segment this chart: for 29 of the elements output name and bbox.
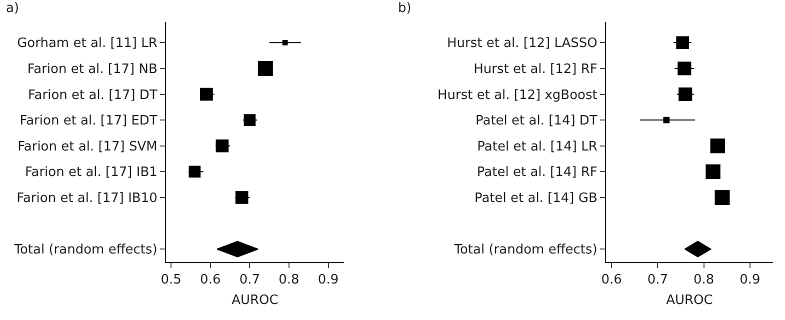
x-tick-label: 0.9	[740, 272, 760, 288]
x-tick-label: 0.9	[318, 272, 339, 288]
x-axis-title: AUROC	[232, 293, 278, 308]
x-tick-label: 0.8	[278, 272, 300, 288]
y-tick-label: Farion et al. [17] NB	[27, 62, 158, 77]
y-tick-label: Farion et al. [17] DT	[28, 88, 158, 103]
y-tick-label: Hurst et al. [12] xgBoost	[437, 88, 598, 103]
y-tick-label: Farion et al. [17] IB1	[24, 165, 158, 180]
x-tick-label: 0.8	[693, 272, 714, 288]
text: b)	[398, 1, 412, 16]
y-tick-label: Hurst et al. [12] RF	[474, 62, 598, 77]
y-tick-label: Gorham et al. [11] LR	[17, 36, 158, 52]
y-tick-label: Patel et al. [14] RF	[476, 165, 598, 180]
y-tick-label: Patel et al. [14] GB	[474, 191, 598, 206]
x-axis-title: AUROC	[666, 293, 713, 308]
y-tick-label: Patel et al. [14] LR	[477, 139, 598, 154]
x-tick-label: 0.7	[647, 272, 668, 288]
y-tick-label: Farion et al. [17] IB10	[16, 191, 158, 206]
y-tick-label: Hurst et al. [12] LASSO	[446, 36, 598, 52]
y-tick-label: Patel et al. [14] DT	[475, 114, 598, 129]
x-tick-label: 0.6	[601, 272, 622, 288]
text: a)	[6, 1, 20, 16]
y-tick-label: Total (random effects)	[453, 242, 598, 258]
x-tick-label: 0.6	[200, 272, 221, 288]
y-tick-label: Farion et al. [17] EDT	[20, 114, 158, 129]
y-tick-label: Farion et al. [17] SVM	[18, 139, 158, 154]
x-tick-label: 0.5	[160, 272, 182, 288]
y-tick-label: Total (random effects)	[13, 242, 158, 258]
x-tick-label: 0.7	[239, 272, 260, 288]
